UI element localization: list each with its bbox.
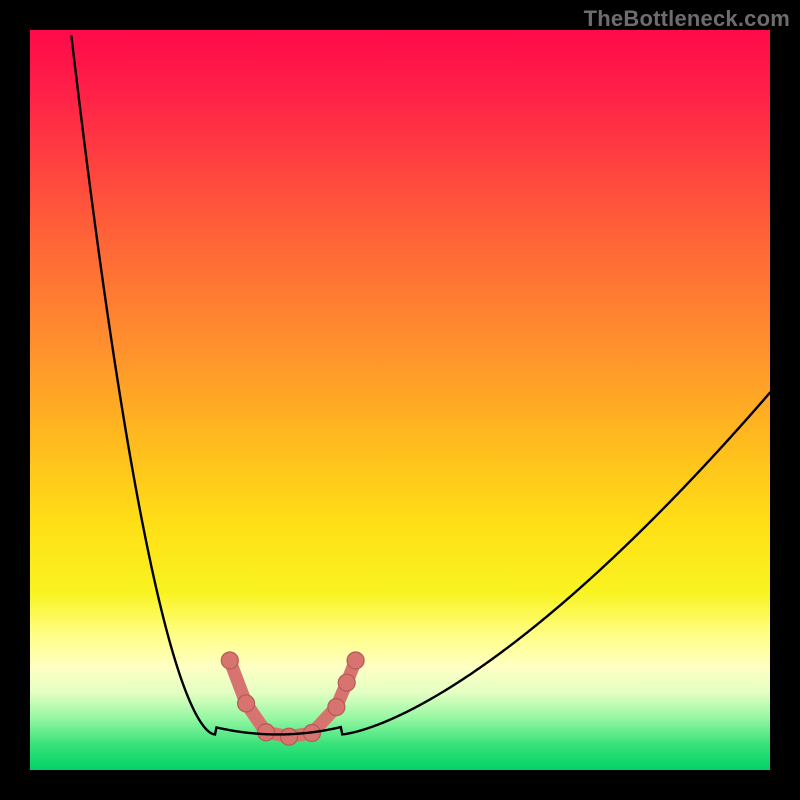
bottleneck-curve-chart (0, 0, 800, 800)
data-marker (221, 652, 238, 669)
chart-container: TheBottleneck.com (0, 0, 800, 800)
data-marker (347, 652, 364, 669)
data-marker (328, 699, 345, 716)
data-marker (281, 728, 298, 745)
data-marker (258, 724, 275, 741)
watermark-text: TheBottleneck.com (584, 6, 790, 32)
plot-background (30, 30, 770, 770)
data-marker (338, 674, 355, 691)
data-marker (238, 695, 255, 712)
